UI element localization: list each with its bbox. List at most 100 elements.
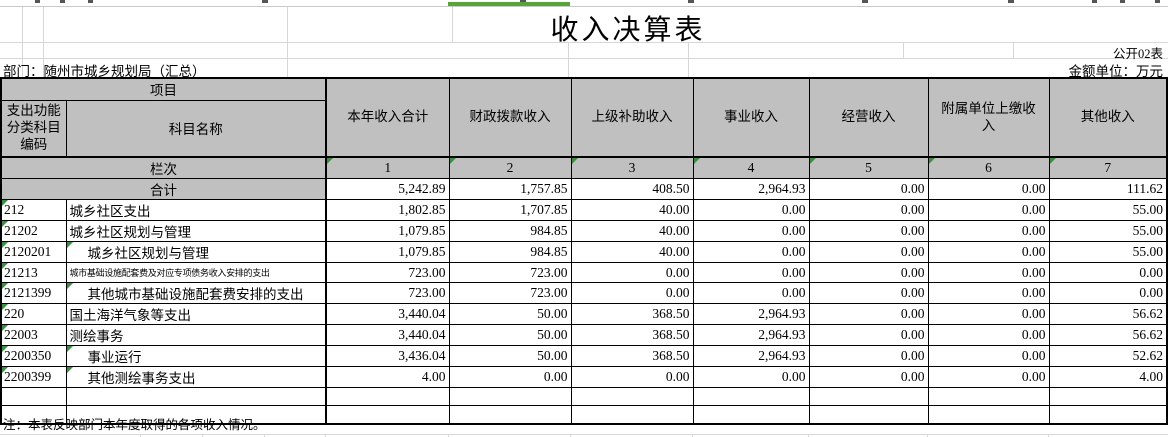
value-cell[interactable]: 0.00 bbox=[808, 199, 929, 221]
value-cell[interactable] bbox=[808, 405, 929, 425]
value-cell[interactable]: 1,079.85 bbox=[325, 241, 450, 263]
name-column-header[interactable]: 科目名称 bbox=[65, 99, 327, 158]
note-label[interactable]: 注：本表反映部门本年度取得的各项收入情况。 bbox=[3, 418, 266, 432]
code-cell[interactable]: 22003 bbox=[0, 324, 67, 346]
value-cell[interactable]: 56.62 bbox=[1048, 324, 1168, 346]
value-cell[interactable]: 40.00 bbox=[570, 199, 694, 221]
value-cell[interactable]: 984.85 bbox=[448, 241, 572, 263]
value-cell[interactable] bbox=[692, 387, 810, 406]
value-cell[interactable]: 723.00 bbox=[325, 282, 450, 304]
subject-name-cell[interactable]: 国土海洋气象等支出 bbox=[65, 303, 327, 325]
value-cell[interactable]: 0.00 bbox=[692, 199, 810, 221]
value-cell[interactable]: 0.00 bbox=[927, 303, 1050, 325]
subject-name-cell[interactable]: 城市基础设施配套费及对应专项债务收入安排的支出 bbox=[65, 262, 327, 283]
value-cell[interactable] bbox=[808, 387, 929, 406]
code-cell[interactable]: 2120201 bbox=[0, 241, 67, 263]
value-cell[interactable]: 0.00 bbox=[927, 199, 1050, 221]
department-label[interactable]: 部门：随州市城乡规划局（汇总） bbox=[3, 64, 206, 79]
value-cell[interactable]: 723.00 bbox=[448, 262, 572, 283]
value-cell[interactable] bbox=[1048, 405, 1168, 425]
code-cell[interactable]: 220 bbox=[0, 303, 67, 325]
value-cell[interactable]: 1,802.85 bbox=[325, 199, 450, 221]
column-number-cell[interactable]: 1 bbox=[325, 156, 450, 179]
value-cell[interactable]: 0.00 bbox=[927, 366, 1050, 388]
code-cell[interactable]: 2200399 bbox=[0, 366, 67, 388]
value-cell[interactable]: 2,964.93 bbox=[692, 303, 810, 325]
value-cell[interactable]: 984.85 bbox=[448, 220, 572, 242]
column-number-cell[interactable]: 6 bbox=[927, 156, 1050, 179]
value-cell[interactable] bbox=[570, 387, 694, 406]
table-code-label[interactable]: 公开02表 bbox=[1112, 47, 1163, 61]
value-cell[interactable] bbox=[1048, 387, 1168, 406]
code-cell[interactable]: 2200350 bbox=[0, 345, 67, 367]
value-cell[interactable] bbox=[325, 405, 450, 425]
column-header[interactable]: 本年收入合计 bbox=[325, 77, 450, 158]
column-header[interactable]: 经营收入 bbox=[808, 77, 929, 158]
page-title[interactable]: 收入决算表 bbox=[550, 15, 706, 46]
column-header[interactable]: 事业收入 bbox=[692, 77, 810, 158]
value-cell[interactable]: 0.00 bbox=[808, 366, 929, 388]
subject-name-cell[interactable]: 其他测绘事务支出 bbox=[65, 366, 327, 388]
value-cell[interactable]: 0.00 bbox=[1048, 262, 1168, 283]
value-cell[interactable]: 0.00 bbox=[808, 262, 929, 283]
total-value-cell[interactable]: 111.62 bbox=[1048, 178, 1168, 200]
value-cell[interactable]: 0.00 bbox=[570, 262, 694, 283]
subject-name-cell[interactable]: 城乡社区规划与管理 bbox=[65, 220, 327, 242]
value-cell[interactable]: 368.50 bbox=[570, 324, 694, 346]
value-cell[interactable]: 0.00 bbox=[927, 345, 1050, 367]
value-cell[interactable]: 0.00 bbox=[808, 241, 929, 263]
column-number-cell[interactable]: 7 bbox=[1048, 156, 1168, 179]
value-cell[interactable]: 0.00 bbox=[692, 262, 810, 283]
value-cell[interactable]: 55.00 bbox=[1048, 220, 1168, 242]
code-cell[interactable]: 21202 bbox=[0, 220, 67, 242]
project-header[interactable]: 项目 bbox=[0, 77, 327, 101]
value-cell[interactable]: 368.50 bbox=[570, 345, 694, 367]
value-cell[interactable] bbox=[448, 405, 572, 425]
unit-label[interactable]: 金额单位：万元 bbox=[1068, 64, 1164, 79]
value-cell[interactable] bbox=[570, 405, 694, 425]
value-cell[interactable]: 0.00 bbox=[808, 303, 929, 325]
value-cell[interactable]: 0.00 bbox=[808, 220, 929, 242]
value-cell[interactable]: 0.00 bbox=[692, 282, 810, 304]
row-label-cell[interactable]: 栏次 bbox=[0, 156, 327, 179]
total-label-cell[interactable]: 合计 bbox=[0, 178, 327, 200]
column-number-cell[interactable]: 5 bbox=[808, 156, 929, 179]
value-cell[interactable]: 1,079.85 bbox=[325, 220, 450, 242]
value-cell[interactable]: 0.00 bbox=[448, 366, 572, 388]
total-value-cell[interactable]: 0.00 bbox=[927, 178, 1050, 200]
value-cell[interactable]: 0.00 bbox=[808, 324, 929, 346]
value-cell[interactable]: 50.00 bbox=[448, 324, 572, 346]
value-cell[interactable]: 55.00 bbox=[1048, 199, 1168, 221]
value-cell[interactable]: 0.00 bbox=[692, 366, 810, 388]
subject-name-cell[interactable]: 事业运行 bbox=[65, 345, 327, 367]
value-cell[interactable]: 0.00 bbox=[570, 282, 694, 304]
value-cell[interactable]: 40.00 bbox=[570, 220, 694, 242]
column-header[interactable]: 财政拨款收入 bbox=[448, 77, 572, 158]
value-cell[interactable]: 3,440.04 bbox=[325, 303, 450, 325]
subject-name-cell[interactable]: 城乡社区支出 bbox=[65, 199, 327, 221]
value-cell[interactable]: 0.00 bbox=[1048, 282, 1168, 304]
value-cell[interactable]: 0.00 bbox=[808, 345, 929, 367]
total-value-cell[interactable]: 0.00 bbox=[808, 178, 929, 200]
column-number-cell[interactable]: 4 bbox=[692, 156, 810, 179]
value-cell[interactable]: 0.00 bbox=[927, 262, 1050, 283]
value-cell[interactable]: 55.00 bbox=[1048, 241, 1168, 263]
value-cell[interactable] bbox=[927, 405, 1050, 425]
value-cell[interactable]: 50.00 bbox=[448, 345, 572, 367]
value-cell[interactable]: 0.00 bbox=[927, 220, 1050, 242]
value-cell[interactable]: 3,440.04 bbox=[325, 324, 450, 346]
value-cell[interactable]: 368.50 bbox=[570, 303, 694, 325]
value-cell[interactable]: 56.62 bbox=[1048, 303, 1168, 325]
value-cell[interactable]: 52.62 bbox=[1048, 345, 1168, 367]
column-header[interactable]: 其他收入 bbox=[1048, 77, 1168, 158]
value-cell[interactable]: 0.00 bbox=[927, 241, 1050, 263]
value-cell[interactable]: 0.00 bbox=[927, 282, 1050, 304]
column-header[interactable]: 上级补助收入 bbox=[570, 77, 694, 158]
value-cell[interactable]: 0.00 bbox=[927, 324, 1050, 346]
code-cell[interactable]: 21213 bbox=[0, 262, 67, 283]
total-value-cell[interactable]: 408.50 bbox=[570, 178, 694, 200]
column-number-cell[interactable]: 2 bbox=[448, 156, 572, 179]
value-cell[interactable]: 3,436.04 bbox=[325, 345, 450, 367]
value-cell[interactable] bbox=[448, 387, 572, 406]
value-cell[interactable]: 2,964.93 bbox=[692, 345, 810, 367]
